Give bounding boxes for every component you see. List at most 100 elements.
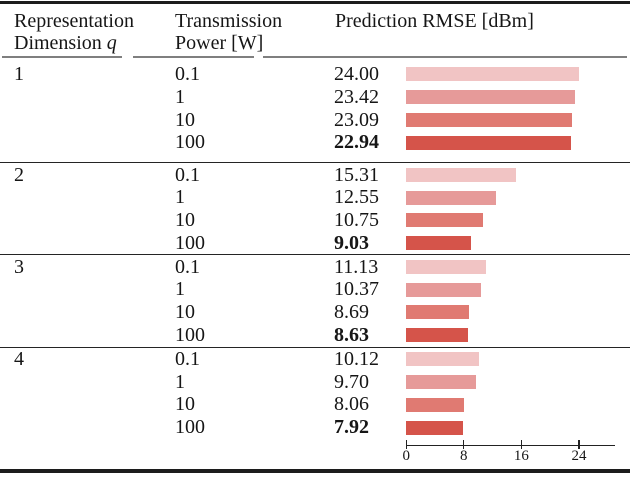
rmse-bar — [406, 259, 487, 274]
rmse-value: 7.92 — [334, 416, 369, 439]
header-col2-line1: Transmission — [175, 10, 283, 32]
table-row: 0.1 11.13 — [0, 256, 630, 279]
rmse-bar — [406, 90, 575, 105]
table-row: 10 8.06 — [0, 393, 630, 416]
rmse-value: 8.63 — [334, 323, 369, 346]
dimension-label: 1 — [14, 63, 24, 85]
axis-tick-label: 16 — [513, 447, 529, 464]
dimension-group: 3 0.1 11.13 1 10.37 10 8.69 100 8.63 — [0, 256, 630, 347]
table-row: 0.1 15.31 — [0, 164, 630, 187]
group-separator-2 — [0, 253, 630, 255]
power-value: 100 — [175, 131, 205, 154]
power-value: 1 — [175, 186, 185, 209]
rmse-bar — [406, 328, 469, 343]
power-value: 100 — [175, 323, 205, 346]
rmse-bar — [406, 282, 481, 297]
table-row: 100 22.94 — [0, 131, 630, 154]
power-value: 10 — [175, 108, 195, 131]
dimension-group: 4 0.1 10.12 1 9.70 10 8.06 100 7.92 — [0, 348, 630, 439]
dimension-label: 3 — [14, 255, 24, 278]
power-value: 10 — [175, 301, 195, 324]
table-row: 100 9.03 — [0, 232, 630, 255]
rmse-value: 23.09 — [334, 108, 379, 131]
rmse-value: 11.13 — [334, 255, 379, 278]
rmse-bar — [406, 167, 517, 182]
power-value: 10 — [175, 209, 195, 232]
group-rows: 0.1 15.31 1 12.55 10 10.75 100 9.03 — [0, 164, 630, 255]
power-value: 0.1 — [175, 255, 200, 278]
dimension-label: 4 — [14, 347, 24, 370]
group-separator-3 — [0, 346, 630, 348]
rmse-x-axis: 0 8 16 24 — [402, 440, 615, 464]
power-value: 10 — [175, 393, 195, 416]
rmse-bar — [406, 190, 497, 205]
header-col1-line2-text: Dimension — [14, 32, 107, 54]
group-separator-1 — [0, 161, 630, 163]
rmse-bar — [406, 236, 471, 251]
dimension-group: 1 0.1 24.00 1 23.42 10 23.09 100 22.94 — [0, 63, 630, 154]
dimension-label: 2 — [14, 163, 24, 186]
group-rows: 0.1 11.13 1 10.37 10 8.69 100 8.63 — [0, 256, 630, 347]
axis-tick — [463, 440, 465, 449]
power-value: 1 — [175, 278, 185, 301]
rmse-value: 23.42 — [334, 85, 379, 108]
column-rule-2 — [133, 56, 254, 59]
header-col2-line2: Power [W] — [175, 32, 264, 54]
header-col1-line1: Representation — [14, 10, 134, 32]
rmse-value: 10.37 — [334, 278, 379, 301]
table-row: 1 12.55 — [0, 186, 630, 209]
dimension-group: 2 0.1 15.31 1 12.55 10 10.75 100 9.03 — [0, 164, 630, 255]
axis-tick-label: 24 — [571, 447, 587, 464]
column-rule-1 — [2, 56, 122, 59]
group-rows: 0.1 24.00 1 23.42 10 23.09 100 22.94 — [0, 63, 630, 154]
table-row: 1 23.42 — [0, 86, 630, 109]
rmse-bar — [406, 397, 464, 412]
table-row: 0.1 10.12 — [0, 348, 630, 371]
axis-tick-label: 0 — [402, 447, 410, 464]
power-value: 0.1 — [175, 347, 200, 370]
power-value: 1 — [175, 370, 185, 393]
power-value: 0.1 — [175, 63, 200, 85]
rmse-bar — [406, 67, 579, 82]
table-row: 100 8.63 — [0, 324, 630, 347]
table-row: 1 9.70 — [0, 371, 630, 394]
table-row: 10 8.69 — [0, 301, 630, 324]
rmse-bar — [406, 213, 484, 228]
header-col1-line2: Dimension q — [14, 32, 134, 54]
power-value: 100 — [175, 231, 205, 254]
rmse-bar — [406, 352, 479, 367]
rmse-value: 8.69 — [334, 301, 369, 324]
table-row: 10 10.75 — [0, 209, 630, 232]
rmse-bar — [406, 420, 463, 435]
rmse-bar — [406, 305, 469, 320]
axis-tick — [405, 440, 407, 449]
table-row: 0.1 24.00 — [0, 63, 630, 86]
power-value: 1 — [175, 85, 185, 108]
table-bottom-rule — [0, 469, 630, 473]
column-rule-3 — [263, 56, 627, 59]
group-rows: 0.1 10.12 1 9.70 10 8.06 100 7.92 — [0, 348, 630, 439]
table-row: 1 10.37 — [0, 278, 630, 301]
rmse-bar — [406, 374, 476, 389]
rmse-value: 9.03 — [334, 231, 369, 254]
rmse-value: 12.55 — [334, 186, 379, 209]
rmse-value: 22.94 — [334, 131, 379, 154]
power-value: 0.1 — [175, 163, 200, 186]
table-row: 10 23.09 — [0, 109, 630, 132]
rmse-bar — [406, 135, 572, 150]
rmse-value: 10.12 — [334, 347, 379, 370]
table-top-rule — [0, 1, 630, 4]
rmse-bar — [406, 112, 573, 127]
header-representation-dimension: Representation Dimension q — [14, 10, 134, 54]
header-prediction-rmse: Prediction RMSE [dBm] — [335, 10, 534, 32]
rmse-value: 15.31 — [334, 163, 379, 186]
rmse-value: 24.00 — [334, 63, 379, 85]
header-transmission-power: Transmission Power [W] — [175, 10, 282, 54]
power-value: 100 — [175, 416, 205, 439]
rmse-value: 10.75 — [334, 209, 379, 232]
axis-tick — [520, 440, 523, 449]
table-row: 100 7.92 — [0, 416, 630, 439]
rmse-value: 9.70 — [334, 370, 369, 393]
rmse-value: 8.06 — [334, 393, 369, 416]
